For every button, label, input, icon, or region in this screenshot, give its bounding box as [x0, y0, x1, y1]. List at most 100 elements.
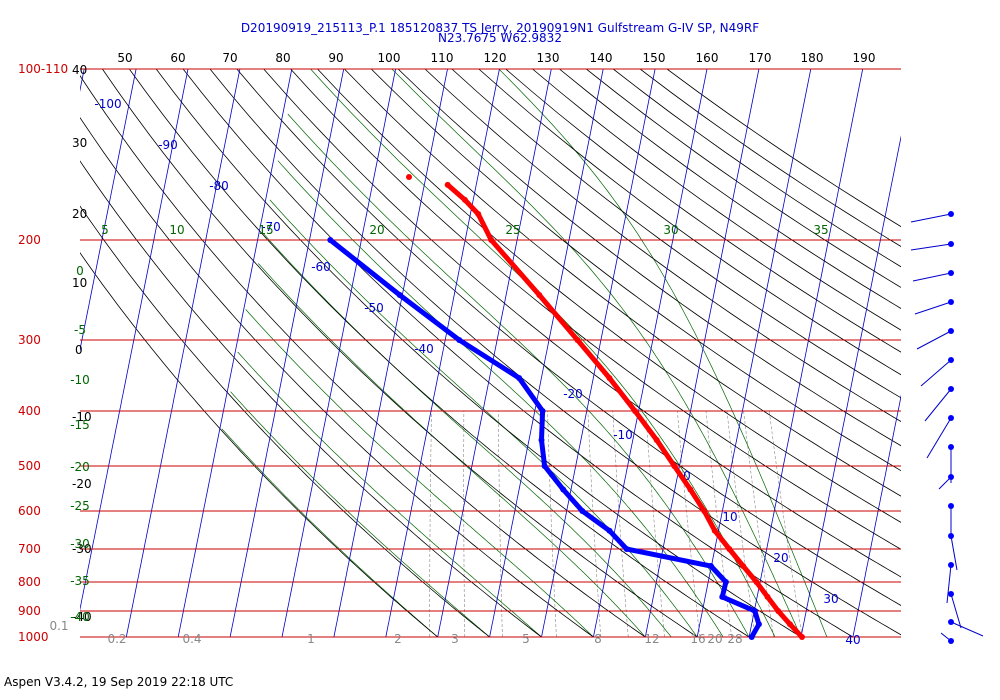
top-scale-label: 80: [275, 51, 290, 65]
dewpoint-profile-point: [396, 292, 403, 298]
dewpoint-profile-point: [751, 608, 758, 614]
wind-barb-station: [948, 533, 954, 539]
temperature-profile-point: [671, 463, 678, 469]
pressure-label: 900: [18, 604, 41, 618]
moist-adiabat-line: [391, 69, 802, 638]
dry-adiabat-line: [344, 69, 901, 497]
temperature-profile-point: [488, 237, 495, 243]
adiabat-label: 30: [663, 223, 678, 237]
temperature-profile-point: [701, 508, 708, 514]
pressure-label: 400: [18, 404, 41, 418]
isotherm-label: 30: [823, 592, 838, 606]
isotherm-line: [229, 69, 345, 638]
isotherm-line: [177, 69, 293, 638]
wind-barb-shaft: [950, 621, 984, 637]
wind-barb-shaft: [926, 417, 952, 459]
wind-barb-station: [948, 503, 954, 509]
mixing-ratio-line: [612, 410, 629, 638]
moist-left-label: -5: [74, 323, 86, 337]
dewpoint-profile-point: [539, 408, 546, 414]
pressure-label: 600: [18, 504, 41, 518]
wind-barb-station: [948, 328, 954, 334]
dewpoint-profile-point: [541, 463, 548, 469]
temperature-profile-point: [711, 527, 718, 534]
isotherm-line: [385, 69, 500, 638]
dewpoint-profile-point: [707, 563, 714, 569]
isotherm-line: [696, 69, 812, 638]
mixing-ratio-label: 0.1: [49, 619, 68, 633]
wind-barb-station: [948, 415, 954, 421]
moist-adiabat-line: [269, 199, 698, 638]
pressure-label: 300: [18, 333, 41, 347]
wind-barb-shaft: [912, 272, 952, 282]
temperature-profile-point: [787, 621, 793, 628]
moist-adiabat-line: [237, 351, 542, 638]
isotherm-line: [80, 69, 189, 612]
dry-adiabat-line: [397, 69, 901, 447]
adiabat-label: 10: [169, 223, 184, 237]
moist-adiabat-line: [498, 69, 828, 638]
dewpoint-profile-point: [516, 375, 523, 381]
isotherm-line: [800, 135, 901, 638]
temperature-profile-point: [444, 181, 451, 188]
top-scale-label: 60: [170, 51, 185, 65]
temperature-profile-point: [799, 634, 805, 640]
temperature-profile-point: [632, 408, 638, 414]
left-scale-label: 30: [72, 136, 87, 150]
dry-adiabat-line: [612, 69, 901, 268]
isotherm-label: -80: [209, 179, 229, 193]
top-scale-label: 90: [328, 51, 343, 65]
moist-adiabat-line: [245, 309, 594, 638]
wind-barb-shaft: [920, 359, 952, 387]
mixing-ratio-line: [677, 410, 701, 638]
temperature-profile-point: [536, 292, 543, 298]
top-scale-label: 190: [853, 51, 876, 65]
wind-barb-shaft: [914, 301, 952, 315]
temperature-profile-point: [606, 375, 613, 381]
wind-barb-station: [948, 638, 954, 644]
top-scale-label: 100: [378, 51, 401, 65]
temperature-profile-point: [574, 337, 581, 343]
dry-adiabat-line: [80, 205, 490, 638]
left-scale-label: -20: [72, 477, 92, 491]
adiabat-label: 5: [101, 223, 109, 237]
mixing-ratio-line: [547, 410, 557, 638]
isotherm-line: [489, 69, 604, 638]
mixing-ratio-label: 12: [644, 632, 659, 646]
dry-adiabat-line: [639, 69, 901, 247]
mixing-ratio-line: [498, 410, 503, 637]
isotherm-line: [80, 69, 137, 352]
isotherm-label: -70: [261, 220, 281, 234]
left-scale-label: 0: [75, 343, 83, 357]
dry-adiabat-line: [290, 69, 901, 550]
temperature-profile-point: [775, 608, 782, 614]
wind-barb-station: [948, 444, 954, 450]
dry-adiabat-line: [102, 69, 698, 638]
top-scale-label: 110: [431, 51, 454, 65]
dewpoint-profile-point: [538, 437, 545, 443]
isotherm-label: -60: [311, 260, 331, 274]
isotherm-label: 40: [845, 633, 860, 647]
dry-adiabat-line: [80, 116, 594, 638]
adiabat-label: 25: [505, 223, 520, 237]
dewpoint-profile-point: [719, 593, 726, 600]
dry-adiabat-line: [128, 69, 750, 638]
left-scale-label: 40: [72, 63, 87, 77]
moist-adiabat-line: [258, 263, 646, 638]
mixing-ratio-label: 16: [690, 632, 705, 646]
temperature-profile-point: [475, 211, 482, 217]
dry-adiabat-line: [80, 160, 542, 638]
dewpoint-profile-point: [755, 621, 762, 628]
temperature-profile: [446, 183, 804, 639]
isotherm-line: [125, 69, 241, 638]
dry-adiabat-line: [505, 69, 901, 353]
wind-barb-shaft: [910, 213, 952, 223]
dewpoint-profile-point: [722, 579, 729, 585]
wind-barb-station: [948, 562, 954, 568]
isotherm-line: [644, 69, 760, 638]
isotherm-label: -10: [613, 428, 633, 442]
moist-adiabat-line: [221, 428, 438, 638]
chart-title: D20190919_215113_P.1 185120837 TS Jerry,…: [240, 21, 760, 35]
dry-adiabat-line: [182, 69, 854, 638]
